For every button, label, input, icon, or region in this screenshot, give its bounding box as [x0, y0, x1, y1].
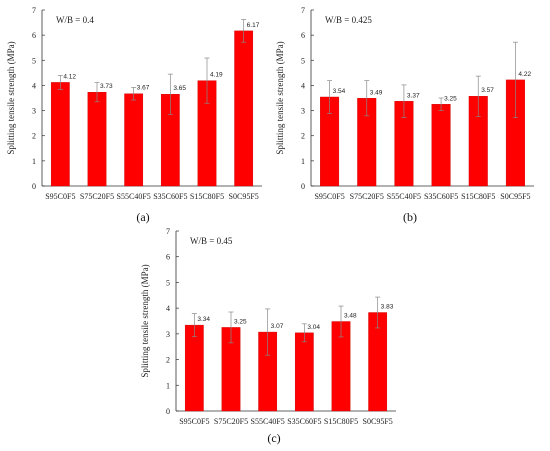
y-tick-label: 7 — [32, 6, 36, 15]
bar-value-label: 3.25 — [444, 95, 457, 102]
y-tick-label: 3 — [32, 107, 36, 116]
bar — [431, 104, 451, 187]
bar-value-label: 4.12 — [63, 73, 76, 80]
x-category-label: S95C0F5 — [45, 192, 75, 201]
x-category-label: S55C40F5 — [117, 192, 151, 201]
y-tick-label: 0 — [166, 407, 170, 416]
bar-value-label: 3.07 — [271, 323, 284, 330]
wb-ratio-annotation: W/B = 0.425 — [325, 15, 372, 25]
y-tick-label: 3 — [166, 330, 170, 339]
bar-value-label: 3.83 — [381, 304, 394, 311]
bar-value-label: 3.48 — [344, 313, 357, 320]
bar-value-label: 3.04 — [307, 324, 320, 331]
panel-label: (b) — [403, 210, 417, 224]
bar-value-label: 3.25 — [234, 318, 247, 325]
y-tick-label: 4 — [166, 304, 170, 313]
x-category-label: S75C20F5 — [80, 192, 114, 201]
wb-ratio-annotation: W/B = 0.45 — [190, 236, 233, 246]
y-tick-label: 3 — [301, 107, 305, 116]
bar — [234, 30, 254, 187]
bar — [184, 324, 204, 412]
bar-value-label: 3.54 — [333, 88, 346, 95]
y-tick-label: 5 — [301, 56, 305, 65]
x-category-label: S35C60F5 — [153, 192, 187, 201]
y-axis-title: Splitting tensile strength (MPa) — [6, 41, 16, 154]
x-category-label: S15C80F5 — [461, 192, 495, 201]
y-tick-label: 4 — [32, 81, 36, 90]
bar — [294, 332, 314, 412]
y-tick-label: 7 — [301, 6, 305, 15]
wb-ratio-annotation: W/B = 0.4 — [56, 15, 94, 25]
x-category-label: S35C60F5 — [424, 192, 458, 201]
y-tick-label: 1 — [32, 157, 36, 166]
chart-panel-c: 0 1 2 3 4 5 6 7 Splitting tensile strength (MPa)… — [140, 227, 396, 445]
x-category-label: S35C60F5 — [287, 417, 321, 426]
bar-value-label: 4.19 — [210, 72, 223, 79]
y-tick-label: 2 — [301, 132, 305, 141]
x-category-label: S15C80F5 — [190, 192, 224, 201]
chart-panel-b: 0 1 2 3 4 5 6 7 Splitting tensile strength (MPa)… — [275, 6, 534, 224]
y-tick-label: 5 — [32, 56, 36, 65]
bar — [50, 82, 70, 187]
y-tick-label: 5 — [166, 278, 170, 287]
bar-value-label: 4.22 — [518, 71, 531, 78]
panel-label: (a) — [136, 210, 149, 224]
x-category-label: S95C0F5 — [314, 192, 344, 201]
bar-value-label: 3.34 — [197, 316, 210, 323]
y-tick-label: 6 — [166, 253, 170, 262]
y-tick-label: 6 — [301, 31, 305, 40]
y-tick-label: 4 — [301, 81, 305, 90]
y-tick-label: 0 — [301, 182, 305, 191]
y-tick-label: 1 — [301, 157, 305, 166]
y-tick-label: 0 — [32, 182, 36, 191]
y-tick-label: 2 — [166, 356, 170, 365]
x-category-label: S75C20F5 — [350, 192, 384, 201]
chart-panel-a: 0 1 2 3 4 5 6 7 Splitting tensile strength (MPa)… — [6, 6, 262, 224]
x-category-label: S95C0F5 — [179, 417, 209, 426]
y-tick-label: 1 — [166, 381, 170, 390]
panel-label: (c) — [267, 431, 280, 445]
bar-value-label: 3.57 — [481, 87, 494, 94]
y-tick-label: 2 — [32, 132, 36, 141]
y-tick-label: 7 — [166, 227, 170, 236]
bar-value-label: 3.37 — [407, 92, 420, 99]
bar-value-label: 3.73 — [100, 83, 113, 90]
bar — [87, 92, 107, 187]
y-axis-title: Splitting tensile strength (MPa) — [140, 264, 150, 377]
x-category-label: S0C95F5 — [363, 417, 393, 426]
x-category-label: S0C95F5 — [500, 192, 530, 201]
bar-value-label: 3.65 — [173, 85, 186, 92]
bar-value-label: 3.49 — [370, 89, 383, 96]
bar-value-label: 6.17 — [247, 22, 260, 29]
x-category-label: S55C40F5 — [251, 417, 285, 426]
x-category-label: S15C80F5 — [324, 417, 358, 426]
y-axis-title: Splitting tensile strength (MPa) — [275, 41, 285, 154]
bar — [124, 93, 144, 187]
x-category-label: S75C20F5 — [214, 417, 248, 426]
bar-value-label: 3.67 — [137, 85, 150, 92]
x-category-label: S55C40F5 — [387, 192, 421, 201]
y-tick-label: 6 — [32, 31, 36, 40]
x-category-label: S0C95F5 — [229, 192, 259, 201]
